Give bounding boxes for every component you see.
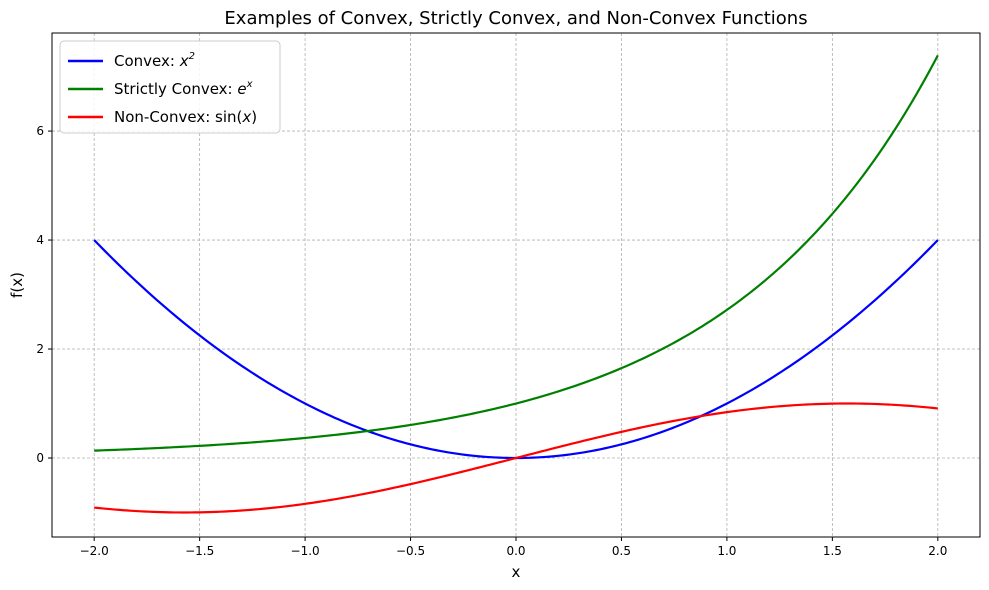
x-tick-label: −1.0 [291,544,320,558]
x-tick-label: 0.5 [612,544,631,558]
series-line-2 [94,402,938,514]
y-axis-label: f(x) [8,272,26,298]
legend-label-1: Strictly Convex: ex [114,79,253,98]
legend-box [59,40,281,134]
x-tick-label: 1.5 [823,544,842,558]
series-layer [93,54,939,514]
grid-layer [52,33,980,537]
y-tick-label: 6 [36,124,44,138]
x-tick-label: 1.0 [717,544,736,558]
legend-items: Convex: x2 Strictly Convex: ex Non-Convex:… [68,51,257,126]
x-axis-label: x [512,563,521,581]
x-tick-label: 2.0 [928,544,947,558]
legend-label-2: Non-Convex: sin(x) [114,108,257,126]
legend: Convex: x2 Strictly Convex: ex Non-Convex:… [59,40,281,134]
series-line-1 [94,54,939,452]
y-tick-label: 2 [36,342,44,356]
x-tick-label: 0.0 [506,544,525,558]
x-tick-label: −1.5 [185,544,214,558]
y-tick-label: 0 [36,451,44,465]
y-tick-label: 4 [36,233,44,247]
chart-title: Examples of Convex, Strictly Convex, and… [224,8,807,29]
x-tick-label: −2.0 [80,544,109,558]
x-tick-label: −0.5 [396,544,425,558]
tick-layer: −2.0 −1.5 −1.0 −0.5 0.0 0.5 1.0 1.5 2.0 0 2 4 6 [36,124,947,558]
legend-label-0: Convex: x2 [114,51,195,70]
